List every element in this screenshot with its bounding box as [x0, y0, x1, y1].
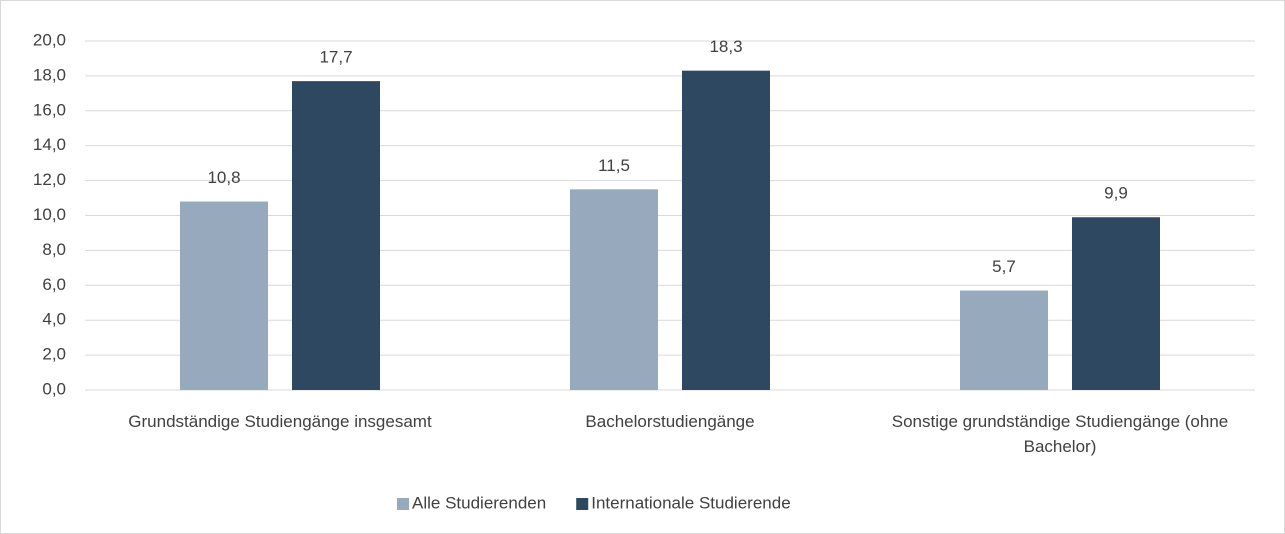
y-tick-label: 14,0 — [33, 135, 66, 154]
bar — [682, 70, 770, 390]
y-tick-label: 12,0 — [33, 170, 66, 189]
legend-label: Internationale Studierende — [591, 493, 790, 512]
legend-swatch — [576, 498, 589, 510]
data-label: 18,3 — [709, 37, 742, 56]
y-tick-label: 6,0 — [42, 275, 66, 294]
bar — [180, 201, 268, 390]
bar — [570, 189, 658, 390]
x-tick-label: Bachelorstudiengänge — [585, 412, 755, 431]
legend-label: Alle Studierenden — [412, 493, 546, 512]
data-label: 5,7 — [992, 257, 1016, 276]
y-tick-label: 16,0 — [33, 100, 66, 119]
bar — [292, 81, 380, 390]
y-tick-label: 2,0 — [42, 345, 66, 364]
y-tick-label: 18,0 — [33, 65, 66, 84]
y-tick-label: 0,0 — [42, 379, 66, 398]
y-tick-label: 20,0 — [33, 30, 66, 49]
data-label: 10,8 — [207, 168, 240, 187]
x-tick-label: Grundständige Studiengänge insgesamt — [128, 412, 432, 431]
data-label: 17,7 — [319, 48, 352, 67]
bar — [1072, 217, 1160, 390]
data-label: 9,9 — [1104, 184, 1128, 203]
y-tick-label: 4,0 — [42, 310, 66, 329]
data-label: 11,5 — [598, 156, 630, 175]
y-tick-label: 10,0 — [33, 205, 66, 224]
y-tick-label: 8,0 — [42, 240, 66, 259]
legend-swatch — [397, 498, 409, 510]
bar — [960, 290, 1048, 390]
x-tick-label: Sonstige grundständige Studiengänge (ohn… — [891, 412, 1229, 456]
